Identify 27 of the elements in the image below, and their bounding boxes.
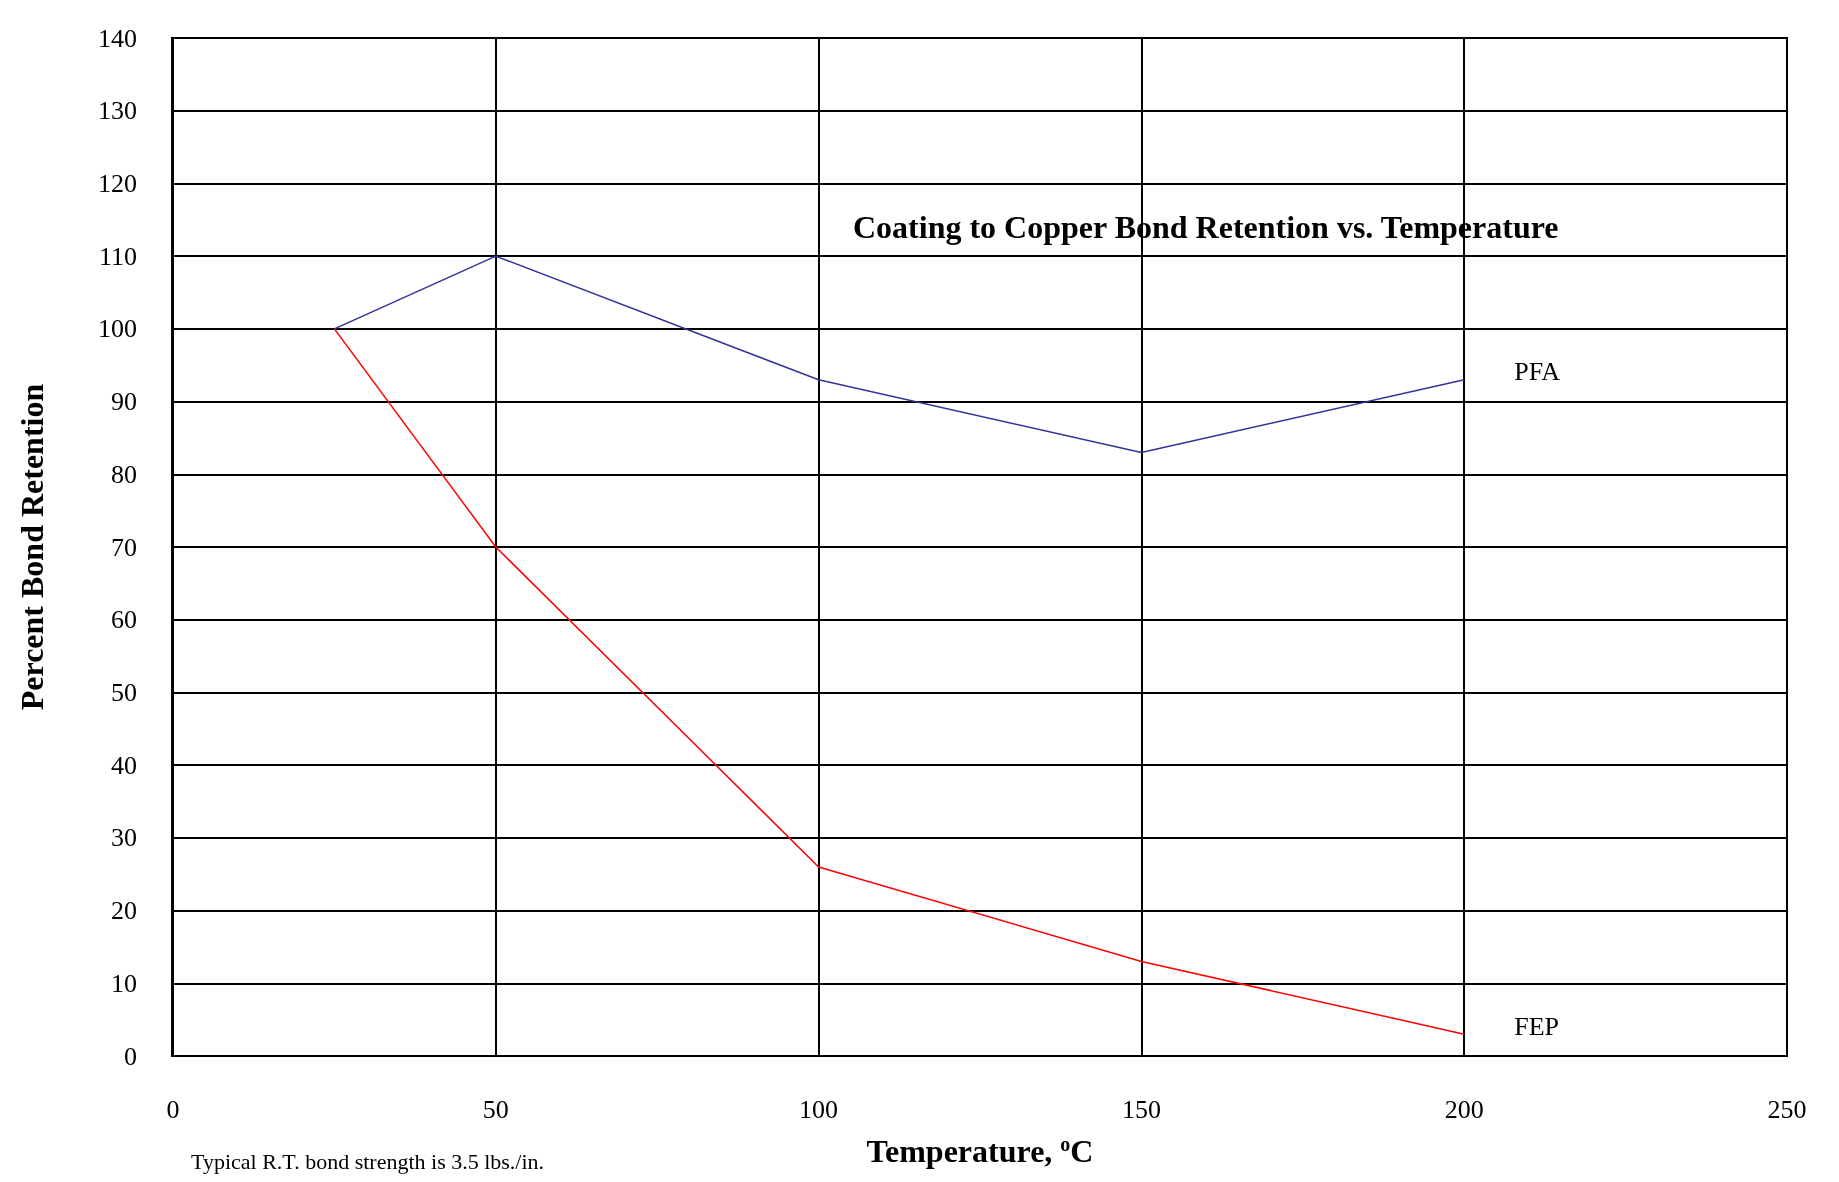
y-tick-label: 50 [111, 677, 137, 707]
y-tick-label: 100 [98, 314, 137, 344]
x-tick-label: 200 [1444, 1094, 1484, 1124]
y-tick-label: 40 [111, 750, 137, 780]
line-series [333, 328, 1465, 1035]
text: Typical R.T. bond strength is 3.5 lbs./in. [191, 1148, 545, 1174]
y-axis-title: Percent Bond Retention [14, 383, 50, 711]
y-tick-label: 70 [111, 532, 137, 562]
y-tick-label: 140 [98, 23, 137, 53]
x-tick-label: 250 [1767, 1094, 1807, 1124]
y-tick-label: 90 [111, 387, 137, 417]
x-tick-label: 50 [482, 1094, 509, 1124]
y-tick-label: 130 [98, 96, 137, 126]
series-label: PFA [1514, 357, 1561, 387]
x-tick-label: 150 [1121, 1094, 1161, 1124]
y-tick-label: 60 [111, 605, 137, 635]
x-tick-label: 0 [166, 1094, 180, 1124]
y-tick-label: 0 [124, 1041, 137, 1071]
series-label: FEP [1514, 1011, 1560, 1041]
y-tick-label: 30 [111, 823, 137, 853]
y-tick-label: 80 [111, 459, 137, 489]
y-tick-label: 10 [111, 968, 137, 998]
y-tick-label: 120 [98, 168, 137, 198]
y-tick-label: 20 [111, 896, 137, 926]
x-tick-label: 100 [799, 1094, 839, 1124]
line-series [333, 255, 1465, 454]
y-tick-label: 110 [98, 241, 137, 271]
